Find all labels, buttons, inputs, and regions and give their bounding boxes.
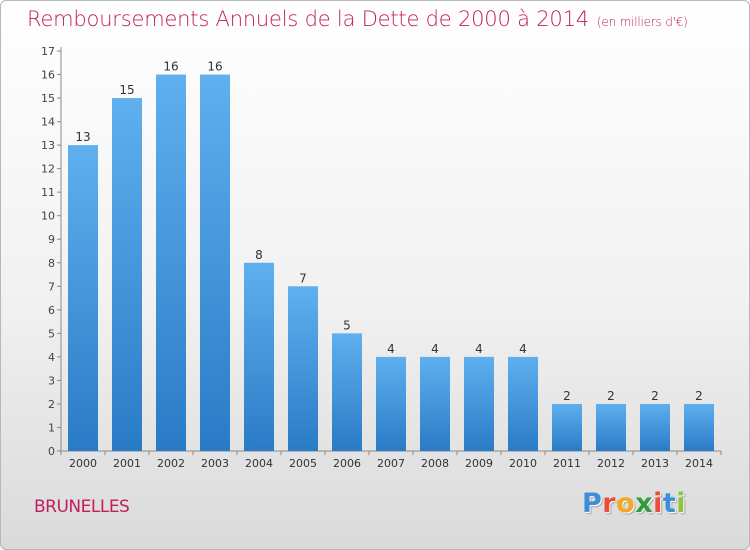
x-tick-label-2004: 2004 [245, 457, 273, 470]
x-tick-label-2001: 2001 [113, 457, 141, 470]
data-label-2002: 16 [163, 60, 178, 74]
y-tick-label: 9 [48, 233, 55, 246]
x-tick-label-2013: 2013 [641, 457, 669, 470]
data-label-2014: 2 [695, 389, 703, 403]
bar-2011 [552, 403, 582, 451]
logo-letter: i [653, 488, 663, 519]
y-tick-label: 12 [41, 163, 55, 176]
data-label-2000: 13 [75, 130, 90, 144]
x-tick-label-2011: 2011 [553, 457, 581, 470]
x-tick-label-2003: 2003 [201, 457, 229, 470]
y-tick-label: 7 [48, 280, 55, 293]
x-tick-label-2006: 2006 [333, 457, 361, 470]
bar-2004 [244, 262, 274, 451]
y-tick-label: 5 [48, 327, 55, 340]
data-label-2004: 8 [255, 248, 263, 262]
data-label-2009: 4 [475, 342, 483, 356]
logo-letter: P [582, 488, 603, 519]
y-tick-label: 10 [41, 210, 55, 223]
data-label-2013: 2 [651, 389, 659, 403]
proxiti-logo[interactable]: Proxiti [582, 488, 686, 519]
y-tick-label: 6 [48, 304, 55, 317]
y-tick-label: 17 [41, 45, 55, 58]
logo-letter: r [602, 488, 617, 519]
data-label-2010: 4 [519, 342, 527, 356]
logo-letter: t [662, 488, 677, 519]
bar-2005 [288, 286, 318, 451]
logo-letter: o [616, 488, 636, 519]
bars: 13 15 16 16 8 7 5 4 4 4 4 2 2 2 2 [68, 60, 714, 451]
data-label-2005: 7 [299, 271, 307, 285]
logo-letter: x [635, 488, 654, 519]
x-tick-label-2002: 2002 [157, 457, 185, 470]
bar-2002 [156, 74, 186, 451]
data-label-2011: 2 [563, 389, 571, 403]
bar-2014 [684, 403, 714, 451]
x-tick-label-2014: 2014 [685, 457, 713, 470]
data-label-2008: 4 [431, 342, 439, 356]
data-label-2012: 2 [607, 389, 615, 403]
x-tick-label-2007: 2007 [377, 457, 405, 470]
bar-2010 [508, 356, 538, 451]
y-tick-label: 2 [48, 398, 55, 411]
chart-title-text: Remboursements Annuels de la Dette de 20… [27, 7, 589, 31]
bar-2006 [332, 333, 362, 451]
y-tick-label: 8 [48, 257, 55, 270]
town-name: BRUNELLES [34, 497, 130, 517]
bar-2003 [200, 74, 230, 451]
data-label-2006: 5 [343, 318, 351, 332]
x-tick-label-2000: 2000 [69, 457, 97, 470]
y-tick-label: 3 [48, 374, 55, 387]
y-tick-label: 0 [48, 445, 55, 458]
x-axis: 2000 2001 2002 2003 2004 2005 2006 2007 2008 2009… [60, 450, 722, 470]
x-tick-label-2012: 2012 [597, 457, 625, 470]
x-tick-label-2008: 2008 [421, 457, 449, 470]
chart-unit: (en milliers d'€) [596, 15, 688, 29]
bar-2007 [376, 356, 406, 451]
bar-2009 [464, 356, 494, 451]
y-tick-label: 16 [41, 69, 55, 82]
bar-2012 [596, 403, 626, 451]
logo-letter: i [676, 488, 687, 519]
data-label-2003: 16 [207, 60, 222, 74]
y-tick-label: 13 [41, 139, 55, 152]
y-tick-label: 15 [41, 92, 55, 105]
data-label-2001: 15 [119, 83, 134, 97]
bar-2008 [420, 356, 450, 451]
x-tick-label-2005: 2005 [289, 457, 317, 470]
bar-2013 [640, 403, 670, 451]
bar-2000 [68, 145, 98, 451]
y-tick-label: 14 [41, 116, 55, 129]
x-tick-label-2010: 2010 [509, 457, 537, 470]
y-tick-label: 11 [41, 186, 55, 199]
bar-2001 [112, 98, 142, 451]
y-tick-label: 4 [48, 351, 55, 364]
x-tick-label-2009: 2009 [465, 457, 493, 470]
chart-title: Remboursements Annuels de la Dette de 20… [27, 7, 688, 31]
data-label-2007: 4 [387, 342, 395, 356]
y-tick-label: 1 [48, 421, 55, 434]
